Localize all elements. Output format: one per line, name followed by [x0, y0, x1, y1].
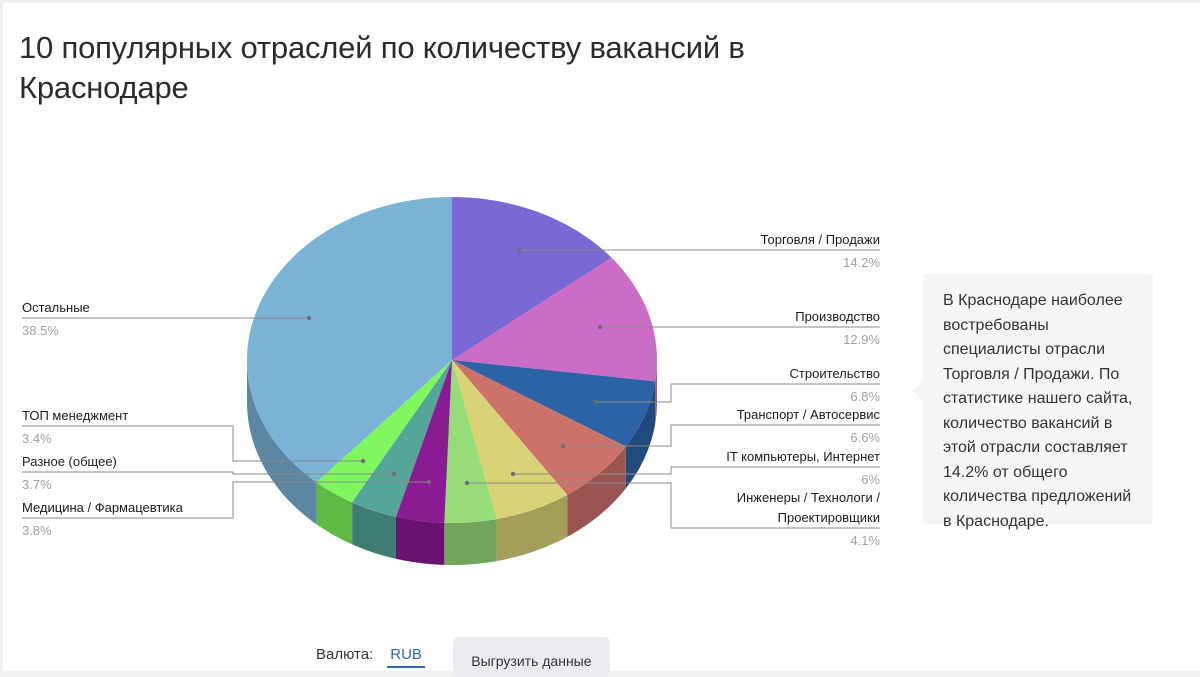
pie-slice[interactable]: Остальные [247, 197, 452, 483]
leader-dots [306, 247, 603, 486]
pct-it: 6% [861, 472, 880, 487]
label-top-management: ТОП менеджмент [22, 408, 128, 423]
insight-callout: В Краснодаре наиболее востребованы специ… [913, 274, 1153, 530]
pie-slice[interactable]: Торговля / Продажи [452, 197, 612, 360]
pct-misc: 3.7% [22, 477, 52, 492]
pie-side [247, 360, 317, 525]
pie-slice[interactable]: IT компьютеры, Интернет [452, 360, 568, 520]
pie-slice[interactable]: ТОП менеджмент [316, 360, 452, 503]
pct-top-management: 3.4% [22, 431, 52, 446]
pct-engineers: 4.1% [850, 533, 880, 548]
pct-trade: 14.2% [843, 255, 880, 270]
pie-top: Торговля / ПродажиПроизводствоСтроительс… [247, 197, 657, 523]
label-misc: Разное (общее) [22, 454, 117, 469]
pie-side [444, 519, 497, 565]
pct-production: 12.9% [843, 332, 880, 347]
currency-label: Валюта: [316, 646, 374, 663]
pie-slice[interactable]: Строительство [452, 360, 656, 447]
pie-side [655, 360, 657, 424]
callout-text: В Краснодаре наиболее востребованы специ… [943, 292, 1133, 530]
pct-transport: 6.6% [850, 430, 880, 445]
pie-side [625, 381, 656, 489]
pie-slice[interactable]: Инженеры / Технологи / Проектировщики [444, 360, 497, 523]
pie-side [396, 516, 445, 565]
label-engineers-line2: Проектировщики [778, 510, 880, 525]
pct-medicine: 3.8% [22, 523, 52, 538]
chart-footer: Валюта: RUB Выгрузить данные [316, 637, 610, 677]
currency-selector[interactable]: RUB [387, 646, 425, 668]
pct-construction: 6.8% [850, 389, 880, 404]
label-medicine: Медицина / Фармацевтика [22, 500, 184, 515]
chart-title: 10 популярных отраслей по количеству вак… [19, 30, 745, 105]
leader-lines [22, 249, 880, 529]
label-it: IT компьютеры, Интернет [726, 449, 880, 464]
pie-side [352, 502, 396, 559]
pie-sides [247, 360, 657, 565]
pie-slice[interactable]: Разное (общее) [352, 360, 452, 517]
pie-slice[interactable]: Производство [452, 257, 657, 382]
label-engineers-line1: Инженеры / Технологи / [737, 490, 881, 505]
label-other: Остальные [22, 300, 90, 315]
label-construction: Строительство [790, 366, 880, 381]
pie-slice[interactable]: Транспорт / Автосервис [452, 360, 626, 495]
label-trade: Торговля / Продажи [761, 232, 880, 247]
pie-side [496, 494, 568, 562]
label-production: Производство [795, 309, 880, 324]
export-data-button[interactable]: Выгрузить данные [452, 637, 610, 677]
pie-side [316, 482, 353, 545]
pct-other: 38.5% [22, 323, 59, 338]
pie-side [567, 446, 626, 537]
label-transport: Транспорт / Автосервис [737, 407, 881, 422]
